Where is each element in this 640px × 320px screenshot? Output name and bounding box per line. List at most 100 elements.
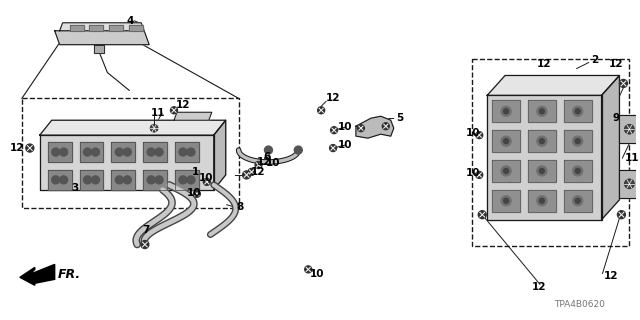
Circle shape bbox=[264, 146, 273, 154]
Circle shape bbox=[60, 148, 68, 156]
Circle shape bbox=[83, 176, 92, 184]
Text: 12: 12 bbox=[537, 59, 552, 68]
Circle shape bbox=[294, 146, 302, 154]
Polygon shape bbox=[564, 130, 591, 152]
Polygon shape bbox=[40, 120, 226, 135]
Circle shape bbox=[573, 196, 582, 206]
Circle shape bbox=[193, 190, 200, 197]
Polygon shape bbox=[175, 142, 199, 162]
Text: 10: 10 bbox=[187, 188, 202, 198]
Circle shape bbox=[92, 176, 99, 184]
Circle shape bbox=[575, 109, 580, 114]
Circle shape bbox=[575, 198, 580, 203]
Polygon shape bbox=[90, 25, 104, 31]
Circle shape bbox=[255, 162, 262, 168]
Polygon shape bbox=[528, 130, 556, 152]
Polygon shape bbox=[70, 25, 83, 31]
Text: FR.: FR. bbox=[58, 268, 81, 281]
Polygon shape bbox=[60, 23, 144, 31]
Polygon shape bbox=[528, 160, 556, 182]
Text: 12: 12 bbox=[176, 100, 191, 110]
Polygon shape bbox=[487, 95, 602, 220]
Circle shape bbox=[537, 106, 547, 116]
Polygon shape bbox=[109, 25, 124, 31]
Text: 7: 7 bbox=[142, 225, 150, 235]
Circle shape bbox=[625, 124, 634, 134]
Circle shape bbox=[243, 171, 250, 179]
Text: TPA4B0620: TPA4B0620 bbox=[554, 300, 605, 309]
Circle shape bbox=[124, 148, 131, 156]
Circle shape bbox=[92, 148, 99, 156]
Polygon shape bbox=[564, 190, 591, 212]
Circle shape bbox=[141, 241, 149, 249]
Circle shape bbox=[537, 166, 547, 176]
Polygon shape bbox=[143, 142, 167, 162]
Text: 12: 12 bbox=[326, 93, 340, 103]
Circle shape bbox=[504, 168, 509, 173]
Polygon shape bbox=[48, 142, 72, 162]
Circle shape bbox=[504, 139, 509, 144]
Circle shape bbox=[476, 172, 483, 178]
Bar bbox=[22, 98, 239, 208]
Circle shape bbox=[155, 148, 163, 156]
Circle shape bbox=[115, 148, 124, 156]
Polygon shape bbox=[79, 142, 104, 162]
Polygon shape bbox=[79, 170, 104, 190]
Circle shape bbox=[204, 178, 211, 185]
Circle shape bbox=[150, 124, 158, 132]
Circle shape bbox=[504, 109, 509, 114]
Circle shape bbox=[179, 176, 187, 184]
Circle shape bbox=[187, 176, 195, 184]
Circle shape bbox=[52, 148, 60, 156]
Circle shape bbox=[317, 107, 324, 114]
Circle shape bbox=[115, 176, 124, 184]
Text: 2: 2 bbox=[591, 55, 599, 65]
Polygon shape bbox=[214, 120, 226, 190]
Polygon shape bbox=[620, 115, 639, 143]
Circle shape bbox=[331, 127, 337, 134]
Text: 12: 12 bbox=[257, 157, 271, 167]
Polygon shape bbox=[620, 170, 639, 198]
Circle shape bbox=[26, 144, 34, 152]
Circle shape bbox=[382, 123, 389, 130]
Polygon shape bbox=[20, 264, 54, 285]
Polygon shape bbox=[54, 31, 149, 45]
Circle shape bbox=[147, 148, 155, 156]
Polygon shape bbox=[492, 100, 520, 122]
Polygon shape bbox=[95, 45, 104, 52]
Circle shape bbox=[540, 139, 545, 144]
Circle shape bbox=[476, 132, 483, 139]
Circle shape bbox=[187, 148, 195, 156]
Circle shape bbox=[155, 176, 163, 184]
Text: 12: 12 bbox=[250, 167, 265, 177]
Circle shape bbox=[625, 179, 634, 189]
Polygon shape bbox=[492, 190, 520, 212]
Text: 6: 6 bbox=[264, 152, 271, 162]
Circle shape bbox=[501, 196, 511, 206]
Text: 10: 10 bbox=[465, 128, 480, 138]
Polygon shape bbox=[40, 135, 214, 190]
Circle shape bbox=[575, 139, 580, 144]
Polygon shape bbox=[48, 170, 72, 190]
Circle shape bbox=[170, 107, 177, 114]
Text: 12: 12 bbox=[532, 282, 547, 292]
Polygon shape bbox=[602, 76, 620, 220]
Circle shape bbox=[478, 211, 486, 219]
Circle shape bbox=[504, 198, 509, 203]
Polygon shape bbox=[356, 116, 394, 138]
Circle shape bbox=[60, 176, 68, 184]
Text: 1: 1 bbox=[192, 167, 199, 177]
Polygon shape bbox=[564, 100, 591, 122]
Text: 10: 10 bbox=[266, 158, 280, 168]
Polygon shape bbox=[564, 160, 591, 182]
Circle shape bbox=[501, 136, 511, 146]
Circle shape bbox=[305, 266, 312, 273]
Circle shape bbox=[540, 168, 545, 173]
Text: 3: 3 bbox=[72, 183, 79, 193]
Circle shape bbox=[573, 136, 582, 146]
Text: 9: 9 bbox=[612, 113, 620, 123]
Text: 11: 11 bbox=[625, 153, 639, 163]
Text: 12: 12 bbox=[609, 59, 623, 68]
Circle shape bbox=[575, 168, 580, 173]
Polygon shape bbox=[111, 170, 135, 190]
